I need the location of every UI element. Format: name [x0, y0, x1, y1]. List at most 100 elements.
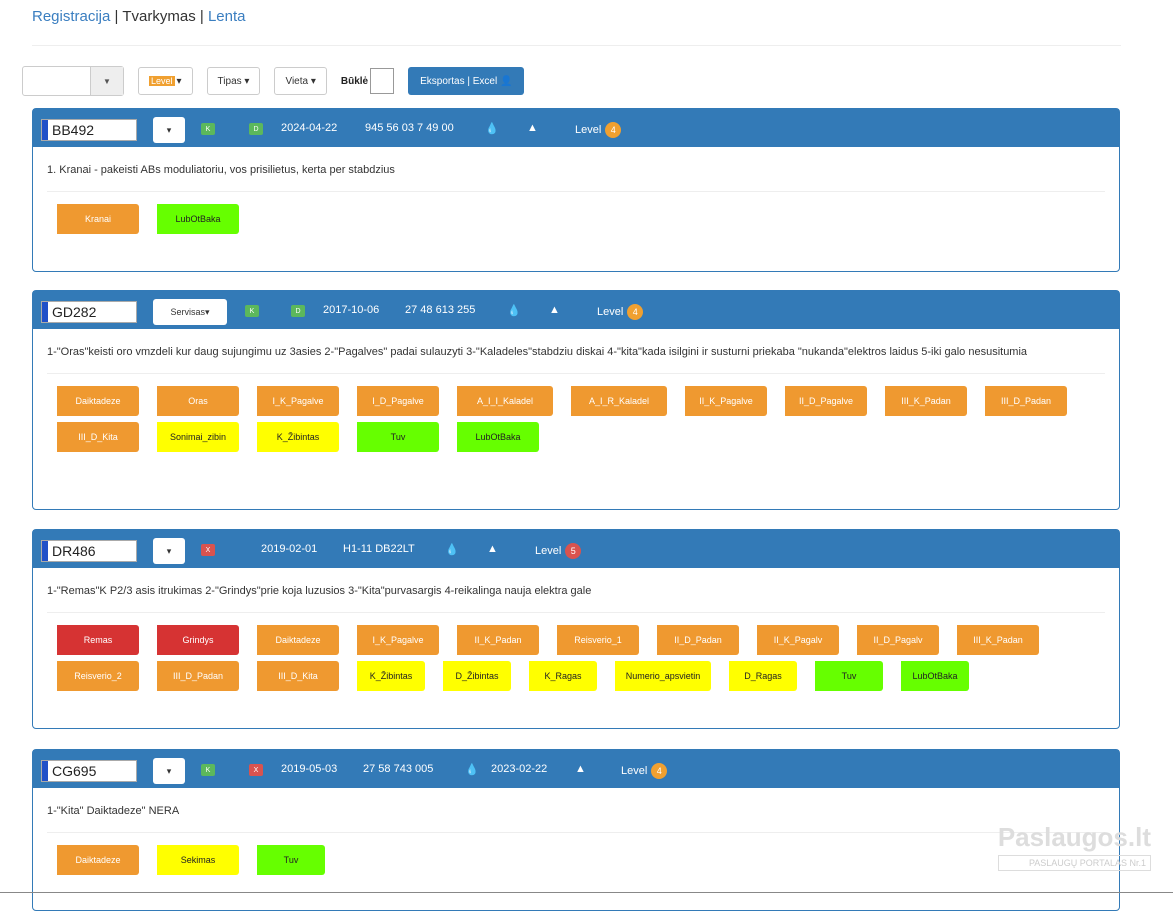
tag-button[interactable]: II_D_Pagalv — [853, 625, 939, 655]
breadcrumb-nav: Registracija | Tvarkymas | Lenta — [32, 8, 246, 25]
tag-button[interactable]: II_K_Padan — [453, 625, 539, 655]
place-filter-button[interactable]: Vieta ▾ — [274, 67, 327, 95]
water-drop-icon[interactable]: 💧 — [465, 764, 479, 776]
caret-down-icon: ▾ — [244, 75, 250, 87]
card-header: DR486 ▾ X 2019-02-01 H1-11 DB22LT 💧 ▲ Le… — [33, 530, 1119, 568]
tag-button[interactable]: III_D_Kita — [253, 661, 339, 691]
eu-flag-icon — [42, 761, 48, 781]
watermark: Paslaugos.lt PASLAUGŲ PORTALAS Nr.1 — [997, 822, 1151, 871]
tag-button[interactable]: Reisverio_2 — [53, 661, 139, 691]
check-k-icon[interactable]: K — [201, 123, 215, 135]
tag-button[interactable]: II_K_Pagalve — [681, 386, 767, 416]
vehicle-card: DR486 ▾ X 2019-02-01 H1-11 DB22LT 💧 ▲ Le… — [32, 529, 1120, 729]
road-icon[interactable]: ▲ — [487, 543, 498, 555]
level-badge: 4 — [605, 122, 622, 138]
tag-button[interactable]: Remas — [53, 625, 139, 655]
water-drop-icon[interactable]: 💧 — [485, 123, 499, 135]
road-icon[interactable]: ▲ — [549, 304, 560, 316]
export-excel-button[interactable]: Eksportas | Excel 👤 — [408, 67, 525, 95]
level-filter-button[interactable]: Level ▾ — [138, 67, 193, 95]
tag-button[interactable]: Daiktadeze — [53, 845, 139, 875]
tag-button[interactable]: Numerio_apsvietin — [611, 661, 711, 691]
level-label: Level — [575, 124, 602, 136]
tag-button[interactable]: Daiktadeze — [53, 386, 139, 416]
check-k-icon[interactable]: K — [201, 764, 215, 776]
card-header: GD282 Servisas ▾ K D 2017-10-06 27 48 613… — [33, 291, 1119, 329]
water-drop-icon[interactable]: 💧 — [507, 305, 521, 317]
vehicle-card: CG695 ▾ K X 2019-05-03 27 58 743 005 💧 2… — [32, 749, 1120, 911]
tag-button[interactable]: III_D_Padan — [981, 386, 1067, 416]
card-description: 1-"Kita" Daiktadeze" NERA — [47, 805, 180, 817]
tag-button[interactable]: A_I_I_Kaladel — [453, 386, 553, 416]
level-label: Level — [621, 765, 648, 777]
license-plate: CG695 — [41, 760, 137, 782]
status-checkbox[interactable] — [370, 68, 395, 94]
road-icon[interactable]: ▲ — [575, 763, 586, 775]
tag-button[interactable]: III_D_Padan — [153, 661, 239, 691]
card-date-2: 2023-02-22 — [491, 763, 548, 775]
nav-link-lenta[interactable]: Lenta — [207, 8, 246, 25]
plate-number: CG695 — [52, 763, 97, 779]
tag-button[interactable]: III_D_Kita — [53, 422, 139, 452]
filter-select[interactable]: ▼ — [22, 66, 124, 96]
tag-button[interactable]: D_Ragas — [725, 661, 797, 691]
cross-icon[interactable]: X — [249, 764, 263, 776]
tag-button[interactable]: K_Ragas — [525, 661, 597, 691]
tag-button[interactable]: III_K_Padan — [881, 386, 967, 416]
tag-button[interactable]: Tuv — [353, 422, 439, 452]
tag-button[interactable]: K_Žibintas — [253, 422, 339, 452]
tag-button[interactable]: I_K_Pagalve — [253, 386, 339, 416]
card-date: 2024-04-22 — [281, 122, 338, 134]
status-label: Būklė — [340, 75, 369, 87]
tag-button[interactable]: Grindys — [153, 625, 239, 655]
tag-button[interactable]: I_K_Pagalve — [353, 625, 439, 655]
service-select[interactable]: ▾ — [153, 538, 185, 564]
tag-button[interactable]: Sonimai_zibin — [153, 422, 239, 452]
tag-button[interactable]: LubOtBaka — [897, 661, 969, 691]
card-phone: 27 48 613 255 — [405, 304, 476, 316]
check-d-icon[interactable]: D — [249, 123, 263, 135]
plate-number: GD282 — [52, 304, 97, 320]
tag-list: Kranai LubOtBaka — [47, 204, 1105, 240]
vehicle-card: BB492 ▾ K D 2024-04-22 945 56 03 7 49 00… — [32, 108, 1120, 272]
watermark-sub: PASLAUGŲ PORTALAS Nr.1 — [997, 855, 1151, 871]
tag-button[interactable]: III_K_Padan — [953, 625, 1039, 655]
tag-button[interactable]: II_D_Padan — [653, 625, 739, 655]
check-k-icon[interactable]: K — [245, 305, 259, 317]
tag-button[interactable]: LubOtBaka — [453, 422, 539, 452]
tag-button[interactable]: Daiktadeze — [253, 625, 339, 655]
tag-button[interactable]: K_Žibintas — [353, 661, 425, 691]
tag-button[interactable]: Oras — [153, 386, 239, 416]
tag-button[interactable]: Tuv — [253, 845, 325, 875]
tag-button[interactable]: A_I_R_Kaladel — [567, 386, 667, 416]
type-filter-label: Tipas — [217, 75, 242, 87]
service-select[interactable]: ▾ — [153, 758, 185, 784]
tag-button[interactable]: D_Žibintas — [439, 661, 511, 691]
nav-separator: | — [199, 8, 204, 25]
level-label: Level — [597, 306, 624, 318]
check-d-icon[interactable]: D — [291, 305, 305, 317]
tag-button[interactable]: Reisverio_1 — [553, 625, 639, 655]
water-drop-icon[interactable]: 💧 — [445, 544, 459, 556]
tag-button[interactable]: I_D_Pagalve — [353, 386, 439, 416]
type-filter-button[interactable]: Tipas ▾ — [206, 67, 261, 95]
tag-button[interactable]: Tuv — [811, 661, 883, 691]
service-select[interactable]: ▾ — [153, 117, 185, 143]
eu-flag-icon — [42, 120, 48, 140]
chevron-down-icon: ▼ — [90, 67, 123, 95]
tag-button[interactable]: II_D_Pagalve — [781, 386, 867, 416]
card-divider — [47, 191, 1105, 192]
tag-button[interactable]: Kranai — [53, 204, 139, 234]
cross-icon[interactable]: X — [201, 544, 215, 556]
road-icon[interactable]: ▲ — [527, 122, 538, 134]
bottom-divider — [0, 892, 1173, 893]
caret-down-icon: ▾ — [176, 75, 182, 87]
service-select[interactable]: Servisas ▾ — [153, 299, 227, 325]
nav-link-registracija[interactable]: Registracija — [32, 8, 111, 25]
card-description: 1-"Remas"K P2/3 asis itrukimas 2-"Grindy… — [47, 585, 592, 597]
filter-toolbar: ▼ Level ▾ Tipas ▾ Vieta ▾ Būklė Eksportas… — [22, 66, 525, 96]
tag-button[interactable]: II_K_Pagalv — [753, 625, 839, 655]
tag-button[interactable]: LubOtBaka — [153, 204, 239, 234]
eu-flag-icon — [42, 302, 48, 322]
tag-button[interactable]: Sekimas — [153, 845, 239, 875]
